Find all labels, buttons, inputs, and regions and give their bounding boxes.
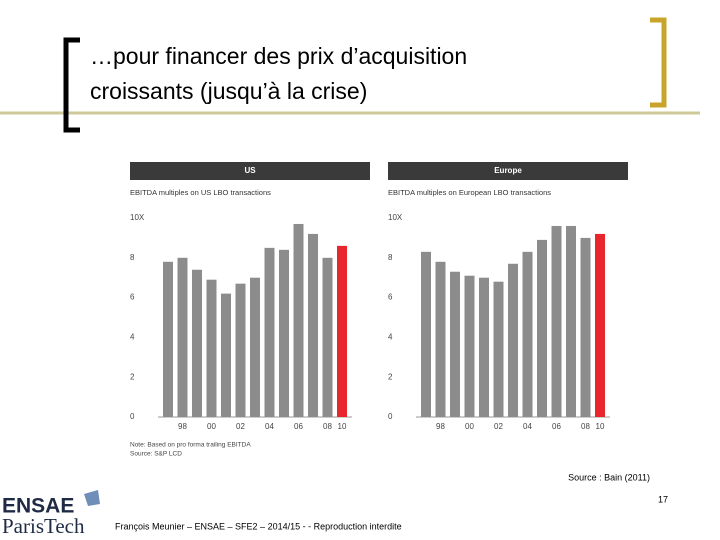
logo-paristech: ParisTech [2,514,85,538]
bar [508,263,518,417]
x-tick-label: 98 [436,422,445,431]
bar [537,239,547,417]
x-tick-label: 02 [494,422,503,431]
right-bracket [650,17,667,108]
panel-header [388,162,628,180]
y-tick-label: 10X [130,213,145,222]
bar [464,275,475,417]
bar [279,249,289,417]
bar [580,237,591,417]
x-tick-label: 10 [338,422,347,431]
note: Source: S&P LCD [130,451,182,458]
x-tick-label: 98 [178,422,187,431]
note: Note: Based on pro forma trailing EBITDA [130,442,251,449]
bar [421,251,431,417]
bar [177,257,188,417]
y-tick-label: 0 [130,412,135,421]
bar [322,257,333,417]
left-bracket [63,37,80,133]
panel-title: US [244,166,256,175]
bar [163,261,173,417]
x-tick-label: 08 [323,422,332,431]
panel-title: Europe [494,166,522,175]
y-tick-label: 0 [388,412,393,421]
bar [250,277,260,417]
logo-ensae: ENSAE [2,495,74,518]
x-tick-label: 04 [523,422,532,431]
y-tick-label: 4 [388,333,393,342]
bar [206,279,217,417]
x-tick-label: 10 [596,422,605,431]
x-tick-label: 08 [581,422,590,431]
x-tick-label: 06 [552,422,561,431]
panel-subtitle: EBITDA multiples on US LBO transactions [130,188,271,197]
x-tick-label: 00 [207,422,216,431]
bar [235,283,246,417]
bar [551,225,562,417]
bar [337,245,347,417]
y-tick-label: 8 [130,253,135,262]
title-line: …pour financer des prix d’acquisition [90,43,467,69]
bar [435,261,446,417]
y-tick-label: 6 [130,293,135,302]
y-tick-label: 8 [388,253,393,262]
bar [479,277,489,417]
bar [493,281,504,417]
y-tick-label: 4 [130,333,135,342]
bar [566,225,576,417]
bar [522,251,533,417]
panel-subtitle: EBITDA multiples on European LBO transac… [388,188,551,197]
bar [293,223,304,417]
logo-icon [84,490,100,506]
bar [192,269,202,417]
source: Source : Bain (2011) [568,472,650,482]
bar [450,271,460,417]
bar [221,293,231,417]
y-tick-label: 10X [388,213,403,222]
page-number: 17 [658,494,668,504]
y-tick-label: 6 [388,293,393,302]
x-tick-label: 06 [294,422,303,431]
bar [264,247,275,417]
x-tick-label: 04 [265,422,274,431]
bar [595,233,605,417]
y-tick-label: 2 [130,372,135,381]
y-tick-label: 2 [388,372,393,381]
x-tick-label: 00 [465,422,474,431]
title-line: croissants (jusqu’à la crise) [90,78,367,104]
footer: François Meunier – ENSAE – SFE2 – 2014/1… [115,521,402,531]
x-tick-label: 02 [236,422,245,431]
bar [308,233,318,417]
panel-header [130,162,370,180]
